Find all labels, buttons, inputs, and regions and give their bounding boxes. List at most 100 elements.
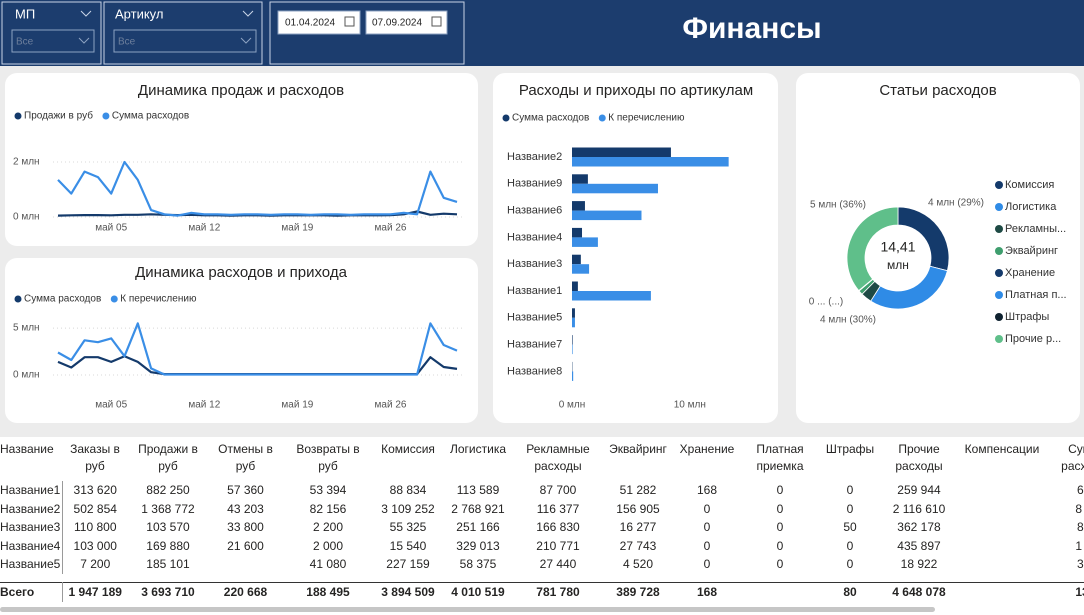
- legend-dot: [995, 313, 1003, 321]
- category-label: Название2: [507, 151, 562, 163]
- table-cell: 110 800: [74, 520, 117, 535]
- series-line: [57, 322, 458, 376]
- bar: [572, 174, 588, 184]
- spacer-cell: [208, 574, 283, 583]
- legend-dot: [995, 225, 1003, 233]
- slice-label: 4 млн (30%): [820, 315, 876, 326]
- table-cell: 82 156: [309, 501, 347, 516]
- legend-label: Рекламны...: [1005, 223, 1066, 235]
- x-tick-label: май 12: [188, 400, 220, 411]
- date-input[interactable]: [277, 10, 361, 35]
- series-line: [57, 160, 458, 217]
- legend-dot: [14, 112, 22, 120]
- table-cell: Название5: [0, 555, 63, 574]
- table-cell: 1 947 189: [62, 581, 128, 602]
- dropdown[interactable]: [113, 29, 257, 53]
- table-cell: 0: [846, 483, 854, 498]
- table-cell: 4 648 078: [881, 581, 957, 602]
- bar: [572, 237, 598, 247]
- table-cell: [957, 581, 1047, 602]
- table-cell: 362 178: [897, 520, 941, 535]
- chart-title: Динамика продаж и расходов: [138, 82, 344, 99]
- table-cell: 41 080: [309, 557, 347, 572]
- table-cell: Название3: [0, 518, 63, 537]
- bar: [572, 371, 574, 381]
- table-row: Название4 103 000 169 880 21 600 2 000 15 540…: [0, 536, 1084, 555]
- scrollbar[interactable]: [0, 607, 935, 612]
- legend-label: Комиссия: [1005, 179, 1054, 191]
- table-cell: 53 394: [309, 483, 347, 498]
- x-tick-label: 0 млн: [559, 400, 586, 411]
- legend-dot: [598, 114, 606, 122]
- bar: [572, 344, 573, 355]
- table-cell: Название1: [0, 481, 63, 500]
- table-cell: 168: [696, 483, 718, 498]
- table-cell: 4 520: [622, 557, 654, 572]
- column-header: Возвраты в руб: [296, 442, 360, 473]
- spacer-cell: [0, 574, 62, 583]
- table-cell: 55 325: [389, 520, 427, 535]
- table-cell: 435 897: [897, 538, 941, 553]
- table-cell: 227 159: [386, 557, 430, 572]
- header-bar: [0, 0, 1084, 66]
- table-cell: 16 277: [619, 520, 657, 535]
- spacer: [0, 574, 1084, 583]
- chart-title: Расходы и приходы по артикулам: [519, 82, 753, 99]
- filter-frame: [1, 1, 102, 65]
- y-tick-label: 5 млн: [13, 323, 40, 334]
- legend-label: Сумма расходов: [24, 294, 101, 305]
- slice-label: 5 млн (36%): [810, 200, 866, 211]
- table-cell: 0: [703, 538, 711, 553]
- spacer-cell: [741, 574, 819, 583]
- table-row: Название5 7 200 185 101 41 080 227 159 58 375…: [0, 555, 1084, 574]
- column-header: Платная приемка: [756, 442, 804, 473]
- table-cell: 857: [1076, 520, 1084, 535]
- table-cell: 0: [703, 501, 711, 516]
- date-input[interactable]: [365, 10, 448, 35]
- table-cell: 3 894 509: [373, 581, 443, 602]
- category-label: Название4: [507, 231, 562, 243]
- table-cell: 27 743: [619, 538, 657, 553]
- table-cell: 33 800: [227, 520, 264, 535]
- table-cell: 0: [703, 520, 711, 535]
- x-tick-label: май 26: [375, 223, 407, 234]
- table-cell: 57 360: [227, 483, 264, 498]
- legend-label: К перечислению: [120, 294, 197, 305]
- table-cell: 313 620: [73, 483, 117, 498]
- y-tick-label: 0 млн: [13, 212, 40, 223]
- table-cell: Всего: [0, 581, 63, 602]
- table-cell: 113 589: [456, 483, 500, 498]
- column-header: Продажи в руб: [138, 442, 198, 473]
- x-tick-label: май 05: [95, 223, 127, 234]
- table-cell: 27 440: [539, 557, 577, 572]
- page-title: Финансы: [682, 12, 821, 45]
- category-label: Название5: [507, 312, 562, 324]
- filter-value: Все: [118, 37, 136, 48]
- legend-label: Продажи в руб: [24, 110, 93, 122]
- legend-dot: [995, 291, 1003, 299]
- spacer-cell: [62, 574, 128, 583]
- table-cell: 18 922: [900, 557, 938, 572]
- table-cell: 15 540: [389, 538, 427, 553]
- legend-dot: [110, 295, 118, 303]
- column-header: Логистика: [449, 442, 506, 456]
- column-header: Хранение: [679, 442, 735, 456]
- table-cell: Название4: [0, 536, 63, 555]
- legend-label: Хранение: [1005, 267, 1055, 279]
- bar: [572, 335, 573, 345]
- bar: [572, 317, 575, 328]
- dropdown[interactable]: [11, 29, 95, 53]
- legend-dot: [102, 112, 110, 120]
- legend-label: Логистика: [1005, 201, 1057, 213]
- table-cell: 882 250: [146, 483, 190, 498]
- table-cell: 0: [846, 501, 854, 516]
- spacer-cell: [881, 574, 957, 583]
- legend-dot: [995, 335, 1003, 343]
- table-row: Название1 313 620 882 250 57 360 53 394 88 83…: [0, 481, 1084, 500]
- date-to: 07.09.2024: [372, 18, 422, 29]
- table-cell: 0: [776, 483, 784, 498]
- table-cell: [741, 581, 819, 602]
- table-cell: 220 668: [208, 581, 283, 602]
- table-cell: 0: [846, 557, 854, 572]
